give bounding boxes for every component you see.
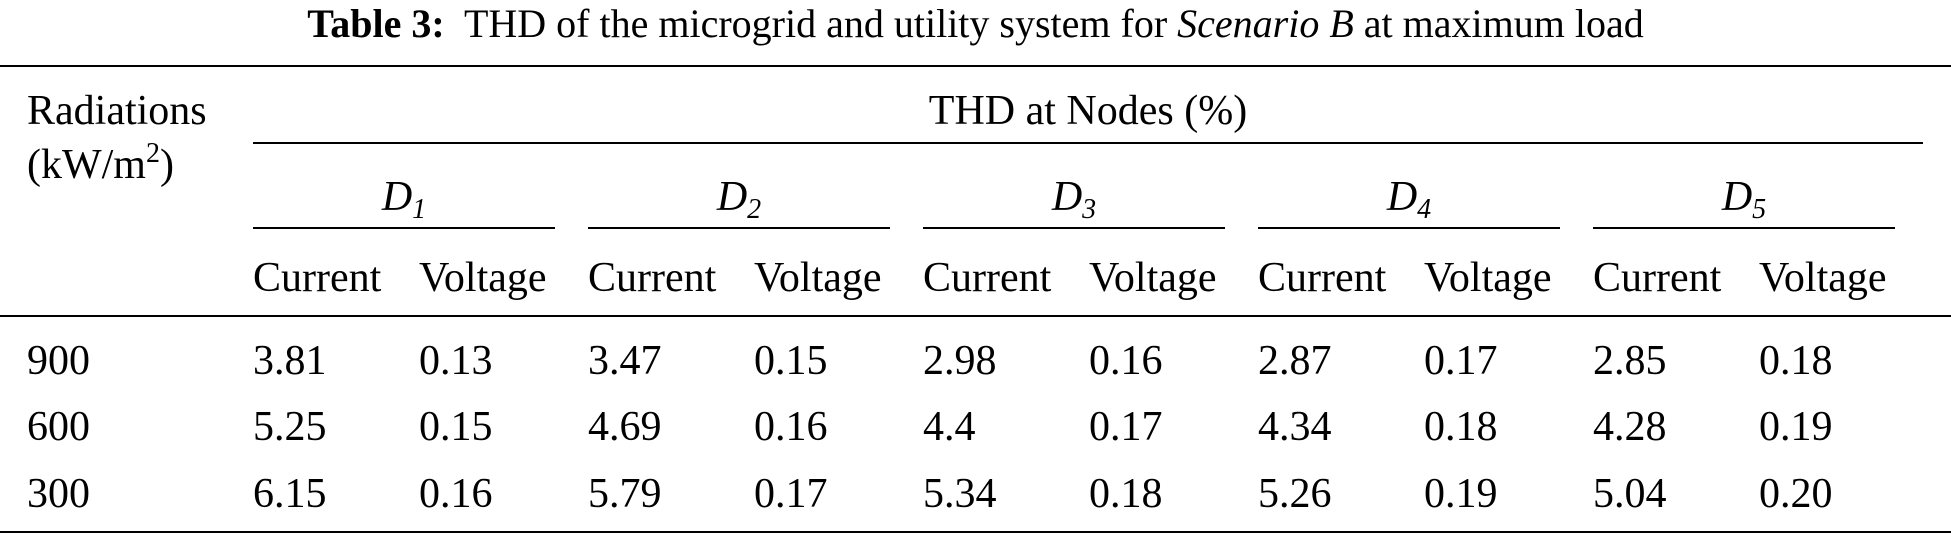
voltage-cell: 0.19: [1424, 471, 1498, 517]
voltage-cell: 0.16: [754, 404, 828, 450]
voltage-cell: 0.13: [419, 338, 493, 384]
voltage-cell: 0.15: [754, 338, 828, 384]
top-rule: [0, 65, 1951, 67]
current-cell: 3.47: [588, 338, 662, 384]
node-letter: D: [1721, 174, 1753, 220]
node-subscript: 4: [1417, 194, 1432, 225]
voltage-header: Voltage: [1759, 255, 1887, 301]
voltage-cell: 0.17: [1089, 404, 1163, 450]
radiation-cell: 600: [27, 404, 90, 450]
current-cell: 5.79: [588, 471, 662, 517]
current-cell: 2.85: [1593, 338, 1667, 384]
voltage-header: Voltage: [1424, 255, 1552, 301]
voltage-cell: 0.20: [1759, 471, 1833, 517]
group-rule: [253, 142, 1923, 144]
voltage-cell: 0.19: [1759, 404, 1833, 450]
radiation-cell: 900: [27, 338, 90, 384]
voltage-header: Voltage: [1089, 255, 1217, 301]
voltage-header: Voltage: [419, 255, 547, 301]
node-header: D4: [1258, 176, 1560, 224]
current-cell: 4.34: [1258, 404, 1332, 450]
radiation-cell: 300: [27, 471, 90, 517]
current-cell: 3.81: [253, 338, 327, 384]
current-cell: 6.15: [253, 471, 327, 517]
node-rule: [588, 227, 890, 229]
current-cell: 2.87: [1258, 338, 1332, 384]
current-header: Current: [923, 255, 1052, 301]
voltage-cell: 0.16: [419, 471, 493, 517]
current-cell: 5.34: [923, 471, 997, 517]
node-letter: D: [716, 174, 748, 220]
node-header: D5: [1593, 176, 1895, 224]
voltage-cell: 0.17: [1424, 338, 1498, 384]
voltage-cell: 0.18: [1759, 338, 1833, 384]
current-header: Current: [253, 255, 382, 301]
row-header-unit: (kW/m2): [27, 138, 174, 188]
row-header-label: Radiations: [27, 88, 207, 134]
voltage-cell: 0.15: [419, 404, 493, 450]
node-subscript: 5: [1752, 194, 1767, 225]
current-header: Current: [1258, 255, 1387, 301]
group-title: THD at Nodes (%): [928, 88, 1248, 134]
current-cell: 4.4: [923, 404, 976, 450]
current-cell: 5.04: [1593, 471, 1667, 517]
node-header: D2: [588, 176, 890, 224]
node-rule: [1258, 227, 1560, 229]
node-letter: D: [381, 174, 413, 220]
node-subscript: 3: [1082, 194, 1097, 225]
node-subscript: 1: [412, 194, 427, 225]
node-rule: [1593, 227, 1895, 229]
caption-label: Table 3:: [307, 1, 445, 46]
current-header: Current: [588, 255, 717, 301]
unit-sup: 2: [145, 138, 160, 169]
voltage-cell: 0.17: [754, 471, 828, 517]
current-cell: 2.98: [923, 338, 997, 384]
table-caption: Table 3: THD of the microgrid and utilit…: [0, 4, 1951, 44]
bottom-rule: [0, 531, 1951, 533]
unit-text: (kW/m: [27, 142, 146, 188]
node-header: D1: [253, 176, 555, 224]
node-rule: [923, 227, 1225, 229]
unit-close: ): [159, 142, 174, 188]
voltage-cell: 0.18: [1089, 471, 1163, 517]
node-letter: D: [1386, 174, 1418, 220]
current-header: Current: [1593, 255, 1722, 301]
node-header: D3: [923, 176, 1225, 224]
current-cell: 5.25: [253, 404, 327, 450]
caption-text: THD of the microgrid and utility system …: [463, 1, 1168, 46]
voltage-cell: 0.16: [1089, 338, 1163, 384]
caption-text-end: at maximum load: [1363, 1, 1644, 46]
caption-scenario: Scenario B: [1177, 1, 1354, 46]
current-cell: 4.69: [588, 404, 662, 450]
node-subscript: 2: [747, 194, 762, 225]
voltage-cell: 0.18: [1424, 404, 1498, 450]
header-rule: [0, 315, 1951, 317]
current-cell: 4.28: [1593, 404, 1667, 450]
current-cell: 5.26: [1258, 471, 1332, 517]
voltage-header: Voltage: [754, 255, 882, 301]
node-rule: [253, 227, 555, 229]
node-letter: D: [1051, 174, 1083, 220]
